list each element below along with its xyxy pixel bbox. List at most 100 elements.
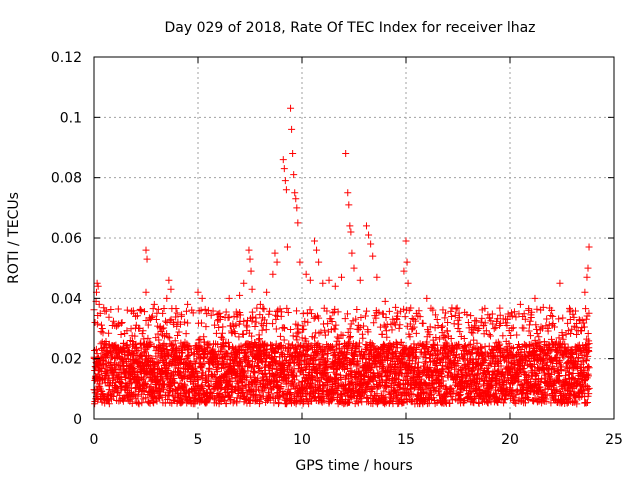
data-point: [198, 294, 206, 302]
data-point: [230, 328, 238, 336]
data-point: [143, 255, 151, 263]
data-point: [105, 329, 113, 337]
data-point: [395, 324, 403, 332]
data-point: [251, 322, 259, 330]
data-point: [288, 125, 296, 133]
data-point: [194, 288, 202, 296]
data-point: [355, 339, 363, 347]
data-point: [372, 314, 380, 322]
data-point: [323, 355, 331, 363]
data-point: [367, 384, 375, 392]
data-point: [286, 363, 294, 371]
data-point: [344, 328, 352, 336]
data-point: [240, 317, 248, 325]
data-point: [247, 267, 255, 275]
data-point: [404, 279, 412, 287]
data-point: [354, 362, 362, 370]
data-point: [296, 343, 304, 351]
data-point: [95, 300, 103, 308]
data-point: [259, 304, 267, 312]
data-point: [299, 322, 307, 330]
data-point: [403, 258, 411, 266]
data-point: [426, 323, 434, 331]
data-point: [124, 384, 132, 392]
data-point: [208, 346, 216, 354]
data-point: [136, 305, 144, 313]
data-point: [116, 378, 124, 386]
data-point: [122, 373, 130, 381]
data-point: [443, 327, 451, 335]
data-point: [158, 325, 166, 333]
data-point: [197, 364, 205, 372]
data-point: [584, 264, 592, 272]
data-point: [176, 320, 184, 328]
data-point: [331, 282, 339, 290]
data-point: [378, 330, 386, 338]
data-point: [393, 316, 401, 324]
data-point: [228, 389, 236, 397]
data-point: [218, 333, 226, 341]
data-point: [320, 382, 328, 390]
data-point: [516, 300, 524, 308]
data-point: [114, 374, 122, 382]
data-point: [235, 333, 243, 341]
y-tick-label: 0: [73, 412, 82, 428]
data-point: [257, 366, 265, 374]
data-point: [222, 400, 230, 408]
data-point: [203, 310, 211, 318]
data-point: [273, 258, 281, 266]
data-point: [294, 329, 302, 337]
data-point: [258, 326, 266, 334]
data-point: [163, 294, 171, 302]
data-point: [359, 354, 367, 362]
data-point: [163, 318, 171, 326]
data-point: [513, 331, 521, 339]
data-point: [278, 308, 286, 316]
data-point: [201, 305, 209, 313]
data-point: [316, 361, 324, 369]
data-point: [342, 150, 350, 158]
data-point: [559, 314, 567, 322]
data-point: [299, 310, 307, 318]
data-point: [277, 382, 285, 390]
data-point: [263, 288, 271, 296]
data-point: [407, 344, 415, 352]
data-point: [436, 335, 444, 343]
data-point: [329, 309, 337, 317]
data-point: [182, 307, 190, 315]
data-point: [289, 150, 297, 158]
data-point: [109, 317, 117, 325]
data-point: [219, 323, 227, 331]
data-point: [331, 325, 339, 333]
data-point: [549, 319, 557, 327]
data-point: [251, 369, 259, 377]
data-point: [338, 273, 346, 281]
data-point: [306, 276, 314, 284]
data-point: [426, 331, 434, 339]
data-point: [224, 338, 232, 346]
data-point: [183, 353, 191, 361]
data-point: [293, 204, 301, 212]
data-point: [310, 357, 318, 365]
data-point: [397, 338, 405, 346]
data-point: [365, 231, 373, 239]
data-point: [263, 319, 271, 327]
data-point: [510, 344, 518, 352]
data-point: [296, 357, 304, 365]
data-point: [108, 392, 116, 400]
data-point: [370, 319, 378, 327]
x-tick-label: 25: [605, 432, 623, 448]
data-point: [375, 308, 383, 316]
data-point: [111, 365, 119, 373]
data-point: [313, 246, 321, 254]
x-axis-label: GPS time / hours: [295, 458, 412, 474]
data-point: [227, 383, 235, 391]
data-point: [397, 307, 405, 315]
data-point: [209, 372, 217, 380]
data-point: [306, 306, 314, 314]
data-point: [387, 320, 395, 328]
data-point: [160, 324, 168, 332]
data-point: [217, 384, 225, 392]
data-point: [473, 339, 481, 347]
data-point: [370, 344, 378, 352]
